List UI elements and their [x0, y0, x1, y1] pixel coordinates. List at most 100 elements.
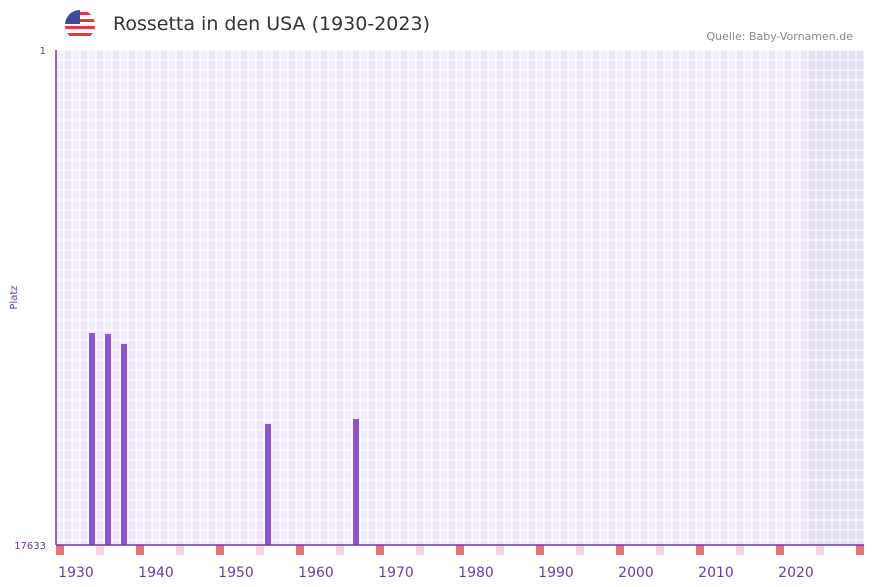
grid-column	[680, 50, 688, 545]
grid-column	[688, 50, 696, 545]
grid-column	[496, 50, 504, 545]
y-axis-label: Platz	[9, 285, 20, 309]
grid-column	[384, 50, 392, 545]
grid-column	[128, 50, 136, 545]
grid-column	[624, 50, 632, 545]
grid-column	[720, 50, 728, 545]
grid-column	[144, 50, 152, 545]
grid-column	[632, 50, 640, 545]
grid-column	[304, 50, 312, 545]
year-marker	[696, 545, 704, 555]
grid-column	[536, 50, 544, 545]
year-marker	[136, 545, 144, 555]
grid-column	[488, 50, 496, 545]
grid-column	[216, 50, 224, 545]
grid-column	[320, 50, 328, 545]
grid-column	[472, 50, 480, 545]
grid-column	[648, 50, 656, 545]
grid-column	[640, 50, 648, 545]
grid-column	[72, 50, 80, 545]
grid-column	[656, 50, 664, 545]
bar-1934	[105, 333, 111, 545]
grid-column	[168, 50, 176, 545]
grid-column	[240, 50, 248, 545]
grid-column	[760, 50, 768, 545]
grid-column	[104, 50, 112, 545]
x-tick-label: 2010	[698, 565, 734, 581]
grid-column	[592, 50, 600, 545]
grid-column	[464, 50, 472, 545]
year-marker	[616, 545, 624, 555]
grid-column	[288, 50, 296, 545]
x-tick-label: 1940	[138, 565, 174, 581]
year-marker	[736, 545, 744, 555]
grid-column	[784, 50, 792, 545]
year-marker	[416, 545, 424, 555]
grid-column	[256, 50, 264, 545]
year-marker	[656, 545, 664, 555]
grid-column	[232, 50, 240, 545]
grid-column	[200, 50, 208, 545]
grid-column	[176, 50, 184, 545]
grid-column	[704, 50, 712, 545]
x-tick-label: 1970	[378, 565, 414, 581]
year-marker	[296, 545, 304, 555]
grid-column	[832, 50, 840, 545]
grid-column	[480, 50, 488, 545]
year-marker	[176, 545, 184, 555]
grid-column	[528, 50, 536, 545]
bar-1936	[121, 343, 127, 545]
year-marker	[376, 545, 384, 555]
grid-column	[576, 50, 584, 545]
grid-column	[568, 50, 576, 545]
bar-1932	[89, 332, 95, 545]
grid-column	[792, 50, 800, 545]
grid-column	[560, 50, 568, 545]
chart-title: Rossetta in den USA (1930-2023)	[113, 13, 430, 35]
grid-column	[728, 50, 736, 545]
grid-column	[432, 50, 440, 545]
grid-column	[56, 50, 64, 545]
year-marker	[256, 545, 264, 555]
grid-column	[360, 50, 368, 545]
grid-column	[776, 50, 784, 545]
year-marker	[456, 545, 464, 555]
grid-column	[544, 50, 552, 545]
grid-column	[520, 50, 528, 545]
grid-column	[408, 50, 416, 545]
grid-column	[368, 50, 376, 545]
grid-column	[296, 50, 304, 545]
grid-column	[272, 50, 280, 545]
grid-column	[664, 50, 672, 545]
grid-column	[752, 50, 760, 545]
grid-column	[856, 50, 864, 545]
grid-column	[712, 50, 720, 545]
grid-column	[816, 50, 824, 545]
grid-column	[416, 50, 424, 545]
bar-1965	[353, 419, 359, 545]
grid-column	[504, 50, 512, 545]
grid-column	[280, 50, 288, 545]
us-flag-icon	[65, 10, 95, 40]
grid-column	[512, 50, 520, 545]
source-link[interactable]: Quelle: Baby-Vornamen.de	[706, 30, 853, 43]
year-marker	[856, 545, 864, 555]
grid-column	[96, 50, 104, 545]
grid-column	[440, 50, 448, 545]
grid-column	[392, 50, 400, 545]
grid-column	[344, 50, 352, 545]
x-tick-label: 1950	[218, 565, 254, 581]
grid-column	[312, 50, 320, 545]
x-tick-label: 1930	[58, 565, 94, 581]
bar-1954	[265, 423, 271, 545]
grid-column	[184, 50, 192, 545]
grid-column	[112, 50, 120, 545]
y-tick-label: 17633	[14, 541, 46, 552]
grid-column	[400, 50, 408, 545]
grid-column	[64, 50, 72, 545]
grid-column	[696, 50, 704, 545]
year-marker	[776, 545, 784, 555]
grid-column	[136, 50, 144, 545]
grid-column	[208, 50, 216, 545]
